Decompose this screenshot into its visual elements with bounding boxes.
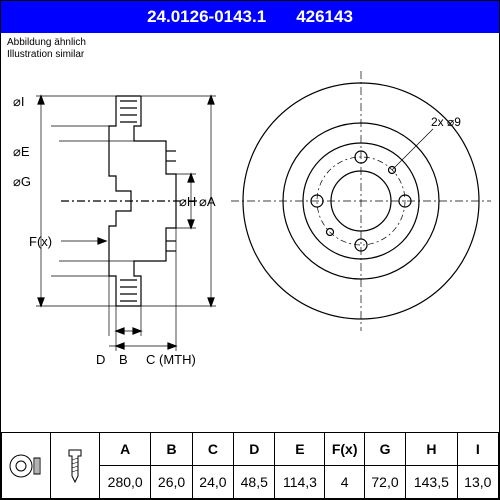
col-C: C <box>192 433 233 466</box>
label-C: C (MTH) <box>146 352 196 367</box>
val-H: 143,5 <box>406 466 457 499</box>
page-container: 24.0126-0143.1 426143 Abbildung ähnlich … <box>0 0 500 500</box>
col-A: A <box>100 433 151 466</box>
dimensions-table: A B C D E F(x) G H I 280,0 26,0 24,0 48,… <box>1 432 499 499</box>
col-D: D <box>234 433 275 466</box>
col-B: B <box>151 433 192 466</box>
label-H: ⌀H <box>179 194 196 209</box>
header-bar: 24.0126-0143.1 426143 <box>1 1 499 33</box>
short-code: 426143 <box>296 7 353 27</box>
val-Fx: 4 <box>325 466 364 499</box>
val-C: 24,0 <box>192 466 233 499</box>
val-I: 13,0 <box>457 466 498 499</box>
technical-diagram: ⌀I ⌀E ⌀G F(x) B D C (MTH) ⌀H ⌀A <box>1 56 500 391</box>
disc-icon-cell <box>2 433 51 499</box>
side-view <box>36 96 216 351</box>
col-Fx: F(x) <box>325 433 364 466</box>
label-E: ⌀E <box>13 144 30 159</box>
label-G: ⌀G <box>13 174 31 189</box>
val-D: 48,5 <box>234 466 275 499</box>
label-B: B <box>119 352 128 367</box>
note-line-1: Abbildung ähnlich <box>7 37 86 49</box>
label-I: ⌀I <box>13 94 24 109</box>
val-G: 72,0 <box>364 466 405 499</box>
col-G: G <box>364 433 405 466</box>
label-A: ⌀A <box>199 194 216 209</box>
col-H: H <box>406 433 457 466</box>
val-B: 26,0 <box>151 466 192 499</box>
part-number: 24.0126-0143.1 <box>147 7 266 27</box>
val-A: 280,0 <box>100 466 151 499</box>
val-E: 114,3 <box>275 466 325 499</box>
label-bolt: 2x ⌀9 <box>431 115 461 129</box>
bolt-icon-cell <box>51 433 100 499</box>
label-D: D <box>96 352 105 367</box>
col-I: I <box>457 433 498 466</box>
col-E: E <box>275 433 325 466</box>
front-view <box>231 71 491 331</box>
table-header-row: A B C D E F(x) G H I <box>2 433 499 466</box>
label-Fx: F(x) <box>29 234 52 249</box>
